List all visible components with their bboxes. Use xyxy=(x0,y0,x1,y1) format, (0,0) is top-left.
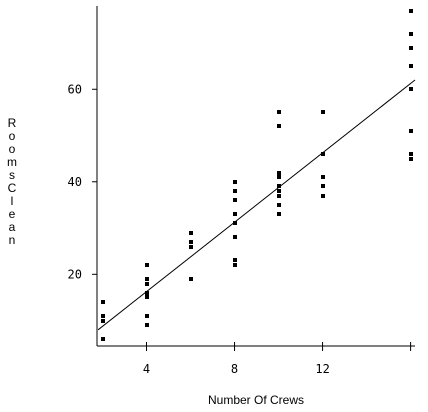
data-point xyxy=(321,110,325,114)
data-point xyxy=(277,184,281,188)
data-point xyxy=(101,337,105,341)
y-axis-title-letter: l xyxy=(11,194,14,208)
data-point xyxy=(145,314,149,318)
data-point xyxy=(145,282,149,286)
y-axis-title-letter: C xyxy=(8,181,17,195)
data-point xyxy=(233,180,237,184)
data-point xyxy=(409,64,413,68)
y-axis-title-letter: n xyxy=(9,233,16,247)
data-point xyxy=(409,157,413,161)
data-point xyxy=(233,198,237,202)
data-point xyxy=(277,175,281,179)
data-point xyxy=(233,263,237,267)
y-axis: 20 40 60 xyxy=(68,6,98,346)
x-ticks: 4 8 12 xyxy=(143,342,412,376)
y-axis-title-letter: o xyxy=(9,129,16,143)
y-axis-title-letter: o xyxy=(9,142,16,156)
data-point xyxy=(277,194,281,198)
data-point xyxy=(321,175,325,179)
data-point xyxy=(409,152,413,156)
x-tick-label-12: 12 xyxy=(315,362,329,376)
data-point xyxy=(233,212,237,216)
y-ticks: 20 40 60 xyxy=(68,82,97,281)
data-point xyxy=(233,189,237,193)
data-point xyxy=(101,300,105,304)
x-axis: 4 8 12 xyxy=(97,342,415,376)
data-point xyxy=(409,129,413,133)
data-points xyxy=(101,9,413,341)
x-tick-label-8: 8 xyxy=(231,362,238,376)
data-point xyxy=(233,235,237,239)
data-point xyxy=(233,258,237,262)
data-point xyxy=(409,9,413,13)
data-point xyxy=(321,152,325,156)
data-point xyxy=(233,221,237,225)
y-tick-label-40: 40 xyxy=(68,175,82,189)
data-point xyxy=(189,277,193,281)
y-tick-label-20: 20 xyxy=(68,267,82,281)
data-point xyxy=(409,87,413,91)
data-point xyxy=(277,110,281,114)
data-point xyxy=(101,314,105,318)
data-point xyxy=(321,184,325,188)
data-point xyxy=(277,212,281,216)
data-point xyxy=(277,171,281,175)
y-axis-title-letter: e xyxy=(9,207,16,221)
x-axis-title: Number Of Crews xyxy=(208,393,304,407)
data-point xyxy=(409,32,413,36)
data-point xyxy=(277,124,281,128)
x-tick-label-4: 4 xyxy=(143,362,150,376)
y-axis-title-letter: a xyxy=(9,220,16,234)
data-point xyxy=(145,291,149,295)
data-point xyxy=(101,319,105,323)
data-point xyxy=(145,277,149,281)
y-axis-title-letter: s xyxy=(9,168,15,182)
y-axis-title-letter: m xyxy=(7,155,17,169)
regression-line xyxy=(97,79,416,331)
y-tick-label-60: 60 xyxy=(68,82,82,96)
data-point xyxy=(189,245,193,249)
data-point xyxy=(145,263,149,267)
regression-line-group xyxy=(97,79,416,331)
data-point xyxy=(321,194,325,198)
y-axis-title-letter: R xyxy=(8,116,17,130)
data-point xyxy=(189,231,193,235)
data-point xyxy=(145,323,149,327)
data-point xyxy=(189,240,193,244)
data-point xyxy=(277,189,281,193)
data-point xyxy=(145,295,149,299)
data-point xyxy=(409,46,413,50)
data-point xyxy=(277,203,281,207)
